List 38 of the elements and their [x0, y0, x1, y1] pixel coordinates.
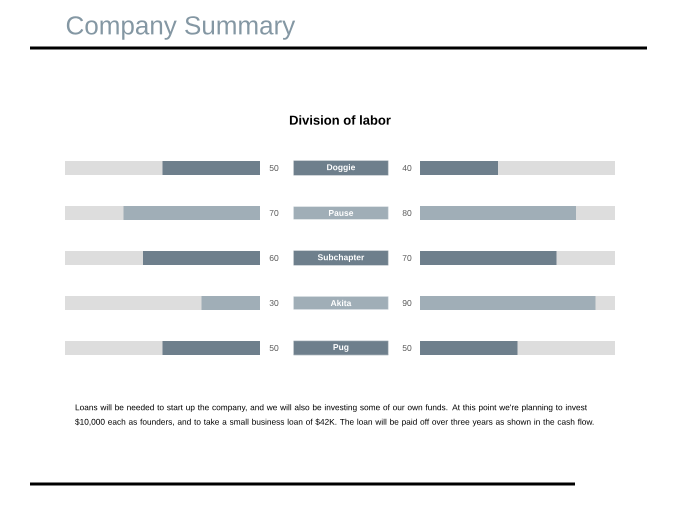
bar	[420, 296, 596, 310]
bar	[518, 340, 615, 355]
bar	[162, 160, 260, 175]
text: Division of labor	[290, 115, 391, 125]
data-label: 60	[270, 254, 278, 261]
bar	[498, 160, 615, 175]
y-tick-label: Subchapter	[318, 254, 364, 262]
bar	[556, 250, 615, 265]
data-label: 50	[270, 344, 278, 351]
bar	[65, 340, 162, 355]
data-label: 70	[270, 210, 278, 216]
bar	[420, 340, 518, 355]
bar	[596, 296, 615, 310]
chart-title: Company Summary	[66, 16, 296, 40]
bar	[202, 296, 260, 310]
bar	[65, 296, 202, 310]
y-tick-label: Doggie	[327, 164, 356, 172]
y-tick-label: Pug	[333, 344, 348, 352]
data-label: 30	[270, 300, 278, 306]
bar	[576, 206, 615, 220]
bar	[420, 160, 498, 175]
data-label: 80	[402, 210, 412, 216]
y-tick-label: Pause	[328, 210, 354, 216]
bar	[65, 160, 162, 175]
data-label: 90	[402, 300, 412, 306]
text: Loans will be needed to start up the company, and we will also be investing some of our own funds. At this point we're planning to invest $10,000 each as founders, and to take a small business loan of $42K. The loan will be paid off over three years as shown in the cash flow.	[75, 404, 594, 426]
data-label: 50	[402, 344, 412, 351]
data-label: 70	[402, 254, 412, 261]
bar	[143, 250, 260, 265]
bar	[420, 250, 556, 265]
y-tick-label: Akita	[330, 300, 352, 306]
bar	[65, 250, 144, 265]
bar	[162, 340, 260, 355]
bar	[420, 206, 576, 220]
data-label: 50	[270, 164, 278, 171]
data-label: 40	[402, 164, 412, 171]
bar	[124, 206, 260, 220]
bar	[65, 206, 124, 220]
